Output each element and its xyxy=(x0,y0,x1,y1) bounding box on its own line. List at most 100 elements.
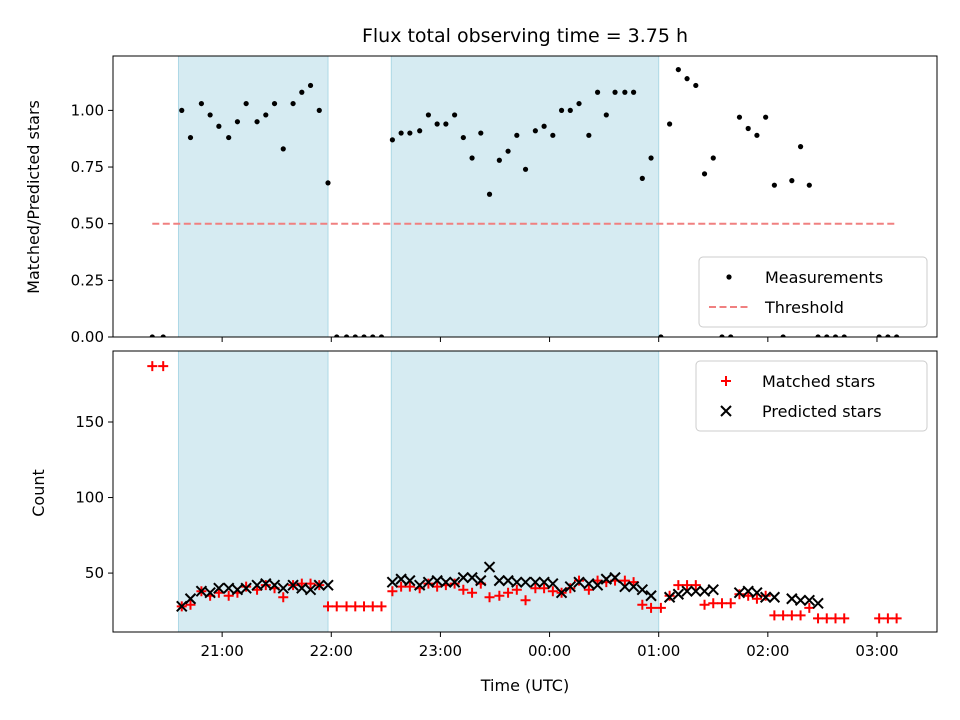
top-series-measurements-point xyxy=(789,178,795,184)
bottom-series-predicted-stars-point xyxy=(322,579,334,591)
bottom-plot-area xyxy=(147,361,902,624)
bottom-series-matched-stars-point xyxy=(147,361,158,372)
bottom-series-predicted-stars-point xyxy=(440,576,452,588)
top-legend-threshold-label: Threshold xyxy=(764,298,844,317)
bottom-series-predicted-stars-point xyxy=(803,594,816,606)
bottom-y-tick-label: 50 xyxy=(85,564,104,582)
bottom-series-predicted-stars-point xyxy=(519,576,532,588)
top-series-measurements-point xyxy=(234,119,241,125)
top-series-measurements-point xyxy=(594,89,601,95)
top-series-measurements-point xyxy=(841,334,847,337)
top-series-measurements-point xyxy=(226,134,232,141)
bottom-y-tick-label: 150 xyxy=(75,413,104,431)
bottom-series-predicted-stars-point xyxy=(812,597,824,610)
bottom-series-predicted-stars-point xyxy=(422,576,435,588)
top-legend-measurements-marker xyxy=(726,274,732,280)
bottom-series-matched-stars-point xyxy=(839,613,850,624)
bottom-series-matched-stars-point xyxy=(682,580,693,591)
bottom-series-predicted-stars-point xyxy=(240,582,252,594)
top-series-measurements-point xyxy=(648,155,654,161)
bottom-series-predicted-stars-point xyxy=(591,579,604,591)
bottom-series-matched-stars-point xyxy=(547,586,558,597)
top-series-measurements-point xyxy=(586,132,592,138)
bottom-panel: 50 100 150 21:00 22:00 23:00 00:00 01:00 02:00 03… xyxy=(75,350,938,660)
bottom-shaded-interval xyxy=(177,350,329,633)
top-series-measurements-point xyxy=(885,334,891,337)
top-series-measurements-point xyxy=(417,128,423,134)
bottom-legend-predicted-stars-marker xyxy=(720,405,732,417)
bottom-legend-matched-stars-marker xyxy=(721,376,731,386)
bottom-series-predicted-stars-point xyxy=(222,582,235,594)
bottom-series-matched-stars-point xyxy=(891,613,902,624)
bottom-series-predicted-stars-point xyxy=(413,579,426,591)
top-series-measurements-point xyxy=(496,157,502,163)
top-y-tick-label: 1.00 xyxy=(71,101,104,119)
bottom-series-predicted-stars-point xyxy=(431,574,443,587)
bottom-series-predicted-stars-point xyxy=(231,583,244,596)
top-series-measurements-point xyxy=(701,171,708,177)
bottom-series-matched-stars-point xyxy=(387,586,398,597)
bottom-series-predicted-stars-point xyxy=(475,574,487,587)
bottom-series-predicted-stars-point xyxy=(404,574,416,587)
bottom-y-axis-label: Count xyxy=(29,469,48,517)
bottom-series-predicted-stars-point xyxy=(313,579,325,591)
top-series-measurements-point xyxy=(407,130,413,136)
bottom-series-predicted-stars-point xyxy=(251,579,263,591)
top-series-measurements-point xyxy=(806,182,812,188)
bottom-series-matched-stars-point xyxy=(520,595,531,606)
top-series-measurements-point xyxy=(522,166,529,172)
bottom-series-matched-stars-point xyxy=(367,601,378,612)
bottom-series-predicted-stars-point xyxy=(304,583,317,596)
bottom-series-matched-stars-point xyxy=(185,599,196,610)
bottom-series-predicted-stars-point xyxy=(733,587,746,599)
top-series-measurements-point xyxy=(745,125,751,132)
top-series-measurements-point xyxy=(160,334,166,337)
top-series-measurements-point xyxy=(894,334,900,337)
top-plot-area xyxy=(149,66,900,337)
bottom-series-predicted-stars-point xyxy=(195,585,208,597)
bottom-series-matched-stars-point xyxy=(484,592,495,603)
bottom-series-matched-stars-point xyxy=(359,601,370,612)
bottom-legend-matched-stars-label: Matched stars xyxy=(762,372,875,391)
bottom-series-predicted-stars-point xyxy=(395,573,407,585)
x-axis-label: Time (UTC) xyxy=(480,676,569,695)
top-series-measurements-point xyxy=(198,100,205,107)
top-series-measurements-point xyxy=(316,107,322,113)
bottom-series-predicted-stars-point xyxy=(663,591,676,603)
bottom-series-matched-stars-point xyxy=(734,589,745,600)
top-legend-box xyxy=(698,256,928,328)
top-series-measurements-point xyxy=(612,89,618,95)
top-y-tick-label: 0.25 xyxy=(71,271,104,289)
bottom-series-matched-stars-point xyxy=(655,602,666,613)
chart-title: Flux total observing time = 3.75 h xyxy=(362,25,688,47)
bottom-series-predicted-stars-point xyxy=(751,587,763,599)
bottom-series-matched-stars-point xyxy=(404,581,415,592)
top-series-measurements-point xyxy=(667,121,673,127)
top-series-measurements-point xyxy=(370,334,376,337)
top-series-measurements-point xyxy=(541,123,547,129)
top-series-measurements-point xyxy=(797,144,804,150)
bottom-series-matched-stars-point xyxy=(574,575,585,586)
top-series-measurements-point xyxy=(815,334,821,337)
top-series-measurements-point xyxy=(532,128,538,134)
bottom-series-matched-stars-point xyxy=(467,587,478,598)
x-tick-label: 21:00 xyxy=(201,642,244,660)
bottom-series-matched-stars-point xyxy=(323,601,334,612)
bottom-series-matched-stars-point xyxy=(813,613,824,624)
bottom-series-predicted-stars-point xyxy=(483,561,496,573)
bottom-series-predicted-stars-point xyxy=(690,585,702,597)
bottom-series-matched-stars-point xyxy=(158,361,169,372)
bottom-series-predicted-stars-point xyxy=(457,571,470,584)
bottom-series-predicted-stars-point xyxy=(564,580,577,593)
bottom-series-predicted-stars-point xyxy=(698,585,711,597)
bottom-series-predicted-stars-point xyxy=(547,577,559,590)
top-series-measurements-point xyxy=(684,76,690,82)
bottom-series-predicted-stars-point xyxy=(493,574,506,587)
x-tick-label: 22:00 xyxy=(310,642,353,660)
bottom-series-matched-stars-point xyxy=(223,590,234,601)
top-series-measurements-point xyxy=(207,112,213,118)
top-series-measurements-point xyxy=(334,334,340,337)
top-series-measurements-point xyxy=(675,66,681,73)
top-series-measurements-point xyxy=(443,121,449,127)
top-series-measurements-point xyxy=(630,89,637,95)
